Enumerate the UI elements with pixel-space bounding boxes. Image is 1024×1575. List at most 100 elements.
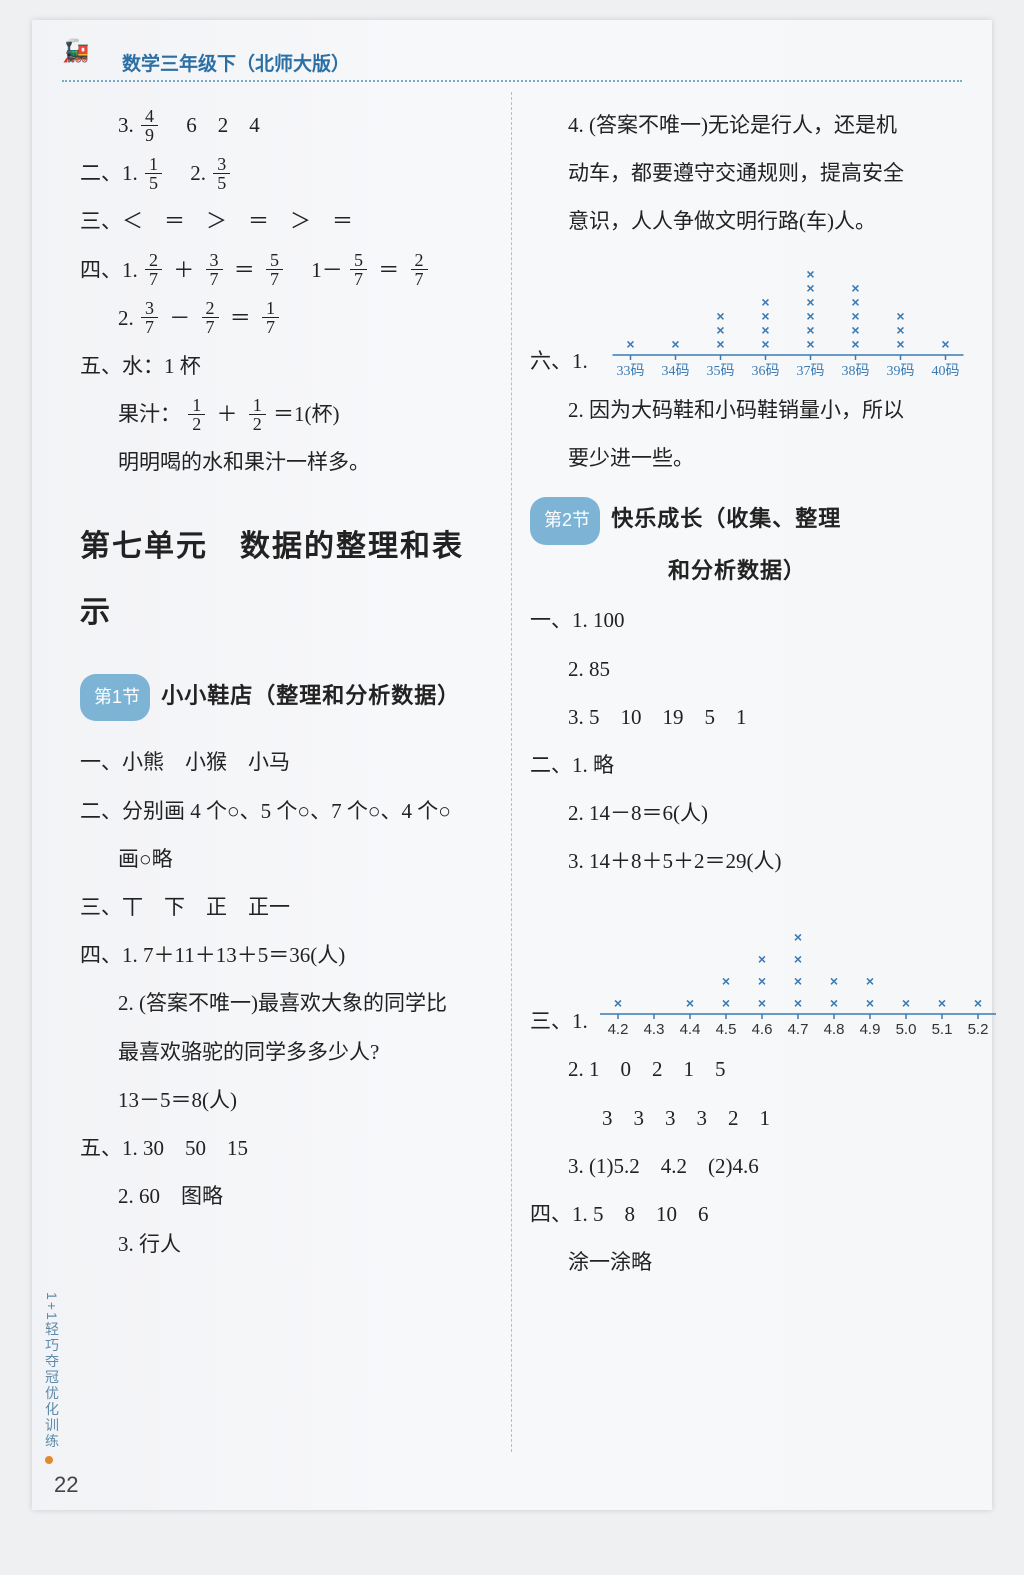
label: 三、1. (530, 918, 588, 1044)
spine-text: 1+1轻巧夺冠优化训练 (42, 1292, 62, 1450)
section-title: 和分析数据） (668, 558, 806, 583)
text: 2. (118, 306, 139, 330)
s1-iv-1: 四、1. 7＋11＋13＋5＝36(人) (80, 932, 493, 978)
plus-icon: ＋ (217, 402, 238, 426)
svg-text:5.0: 5.0 (895, 1021, 916, 1038)
page-number: 22 (54, 1472, 78, 1498)
unit-title: 第七单元 数据的整理和表示 (80, 514, 493, 646)
svg-text:4.7: 4.7 (787, 1021, 808, 1038)
section-2-header: 第2节 快乐成长（收集、整理 (530, 495, 944, 545)
fraction: 57 (266, 251, 283, 288)
fraction: 27 (411, 251, 428, 288)
svg-text:×: × (794, 951, 802, 967)
fraction: 27 (145, 251, 162, 288)
svg-text:×: × (830, 995, 838, 1011)
r-4a: 4. (答案不唯一)无论是行人，还是机 (530, 102, 944, 148)
s1-v-3: 3. 行人 (80, 1221, 493, 1267)
ans-v-water: 五、水：1 杯 (80, 343, 493, 389)
s1-i: 一、小熊 小猴 小马 (80, 739, 493, 785)
svg-text:39码: 39码 (886, 363, 914, 379)
section-badge: 第1节 (80, 674, 156, 722)
text: 3. (118, 113, 139, 137)
s1-iii: 三、丅 下 正 正一 (80, 884, 493, 930)
svg-text:×: × (686, 995, 694, 1011)
fraction: 35 (213, 155, 230, 192)
svg-text:37码: 37码 (796, 363, 824, 379)
s2-iv-paint: 涂一涂略 (530, 1239, 944, 1285)
fraction: 12 (249, 396, 266, 433)
svg-text:×: × (866, 973, 874, 989)
svg-text:×: × (938, 995, 946, 1011)
svg-text:×: × (761, 294, 769, 310)
ans-iv-2: 2. 37 － 27 ＝ 17 (80, 295, 493, 341)
section-1-header: 第1节 小小鞋店（整理和分析数据） (80, 672, 493, 722)
section-title: 快乐成长（收集、整理 (611, 506, 841, 531)
fraction: 15 (145, 155, 162, 192)
ans-ii: 二、1. 15 2. 35 (80, 150, 493, 196)
ans-iii: 三、＜ ＝ ＞ ＝ ＞ ＝ (80, 198, 493, 244)
svg-text:34码: 34码 (661, 363, 689, 379)
r-vi-2: 2. 因为大码鞋和小码鞋销量小，所以 (530, 387, 944, 433)
section-2-header-b: 和分析数据） (530, 547, 944, 595)
svg-text:×: × (758, 951, 766, 967)
svg-text:×: × (806, 336, 814, 352)
dotplot-heights: 4.2×4.34.4×4.5××4.6×××4.7××××4.8××4.9××5… (588, 892, 1008, 1042)
s1-v-1: 五、1. 30 50 15 (80, 1125, 493, 1171)
r-vi-1: 六、1. 33码×34码×35码×××36码××××37码××××××38码××… (530, 247, 944, 385)
ans-v-note: 明明喝的水和果汁一样多。 (80, 439, 493, 485)
svg-text:×: × (794, 995, 802, 1011)
svg-text:×: × (614, 995, 622, 1011)
svg-text:×: × (806, 308, 814, 324)
s2-iii-2b: 3 3 3 3 2 1 (530, 1095, 944, 1141)
svg-text:38码: 38码 (841, 363, 869, 379)
svg-text:×: × (671, 336, 679, 352)
svg-text:×: × (761, 308, 769, 324)
svg-text:×: × (716, 336, 724, 352)
svg-text:×: × (830, 973, 838, 989)
svg-text:35码: 35码 (706, 363, 734, 379)
svg-text:×: × (761, 322, 769, 338)
svg-text:×: × (758, 973, 766, 989)
badge-pill: 第2节 (530, 497, 600, 545)
svg-text:5.1: 5.1 (931, 1021, 952, 1038)
s1-ii-b: 画○略 (80, 836, 493, 882)
s2-iii-3: 3. (1)5.2 4.2 (2)4.6 (530, 1143, 944, 1189)
svg-text:×: × (806, 280, 814, 296)
fraction: 49 (141, 107, 158, 144)
s1-iv-2b: 最喜欢骆驼的同学多多少人? (80, 1029, 493, 1075)
badge-pill: 第1节 (80, 674, 150, 722)
svg-text:×: × (866, 995, 874, 1011)
ans-3: 3. 49 6 2 4 (80, 102, 493, 148)
equals-icon: ＝ (378, 258, 399, 282)
s1-ii: 二、分别画 4 个○、5 个○、7 个○、4 个○ (80, 788, 493, 834)
svg-text:36码: 36码 (751, 363, 779, 379)
text: 2. (169, 161, 211, 185)
section-title: 小小鞋店（整理和分析数据） (161, 683, 460, 708)
svg-text:×: × (896, 308, 904, 324)
label: 六、1. (530, 278, 588, 384)
text: 四、1. (80, 258, 143, 282)
svg-text:4.8: 4.8 (823, 1021, 844, 1038)
svg-text:×: × (896, 322, 904, 338)
minus-icon: － (169, 306, 190, 330)
svg-text:×: × (902, 995, 910, 1011)
page: 🚂 数学三年级下（北师大版） 3. 49 6 2 4 二、1. 15 2. 35… (32, 20, 992, 1510)
s2-ii-2: 2. 14－8＝6(人) (530, 790, 944, 836)
svg-text:×: × (974, 995, 982, 1011)
svg-text:4.6: 4.6 (751, 1021, 772, 1038)
svg-text:33码: 33码 (616, 363, 644, 379)
left-column: 3. 49 6 2 4 二、1. 15 2. 35 三、＜ ＝ ＞ ＝ ＞ ＝ … (62, 92, 512, 1452)
equals-icon: ＝ (230, 306, 251, 330)
svg-text:×: × (794, 929, 802, 945)
svg-text:×: × (851, 280, 859, 296)
svg-text:×: × (806, 322, 814, 338)
svg-text:×: × (758, 995, 766, 1011)
text: 果汁： (118, 402, 181, 426)
dotplot-shoe-sizes: 33码×34码×35码×××36码××××37码××××××38码×××××39… (588, 253, 988, 383)
fraction: 17 (262, 299, 279, 336)
r-vi-2b: 要少进一些。 (530, 435, 944, 481)
fraction: 37 (206, 251, 223, 288)
svg-text:×: × (794, 973, 802, 989)
svg-text:×: × (851, 322, 859, 338)
header-title: 数学三年级下（北师大版） (122, 49, 350, 76)
